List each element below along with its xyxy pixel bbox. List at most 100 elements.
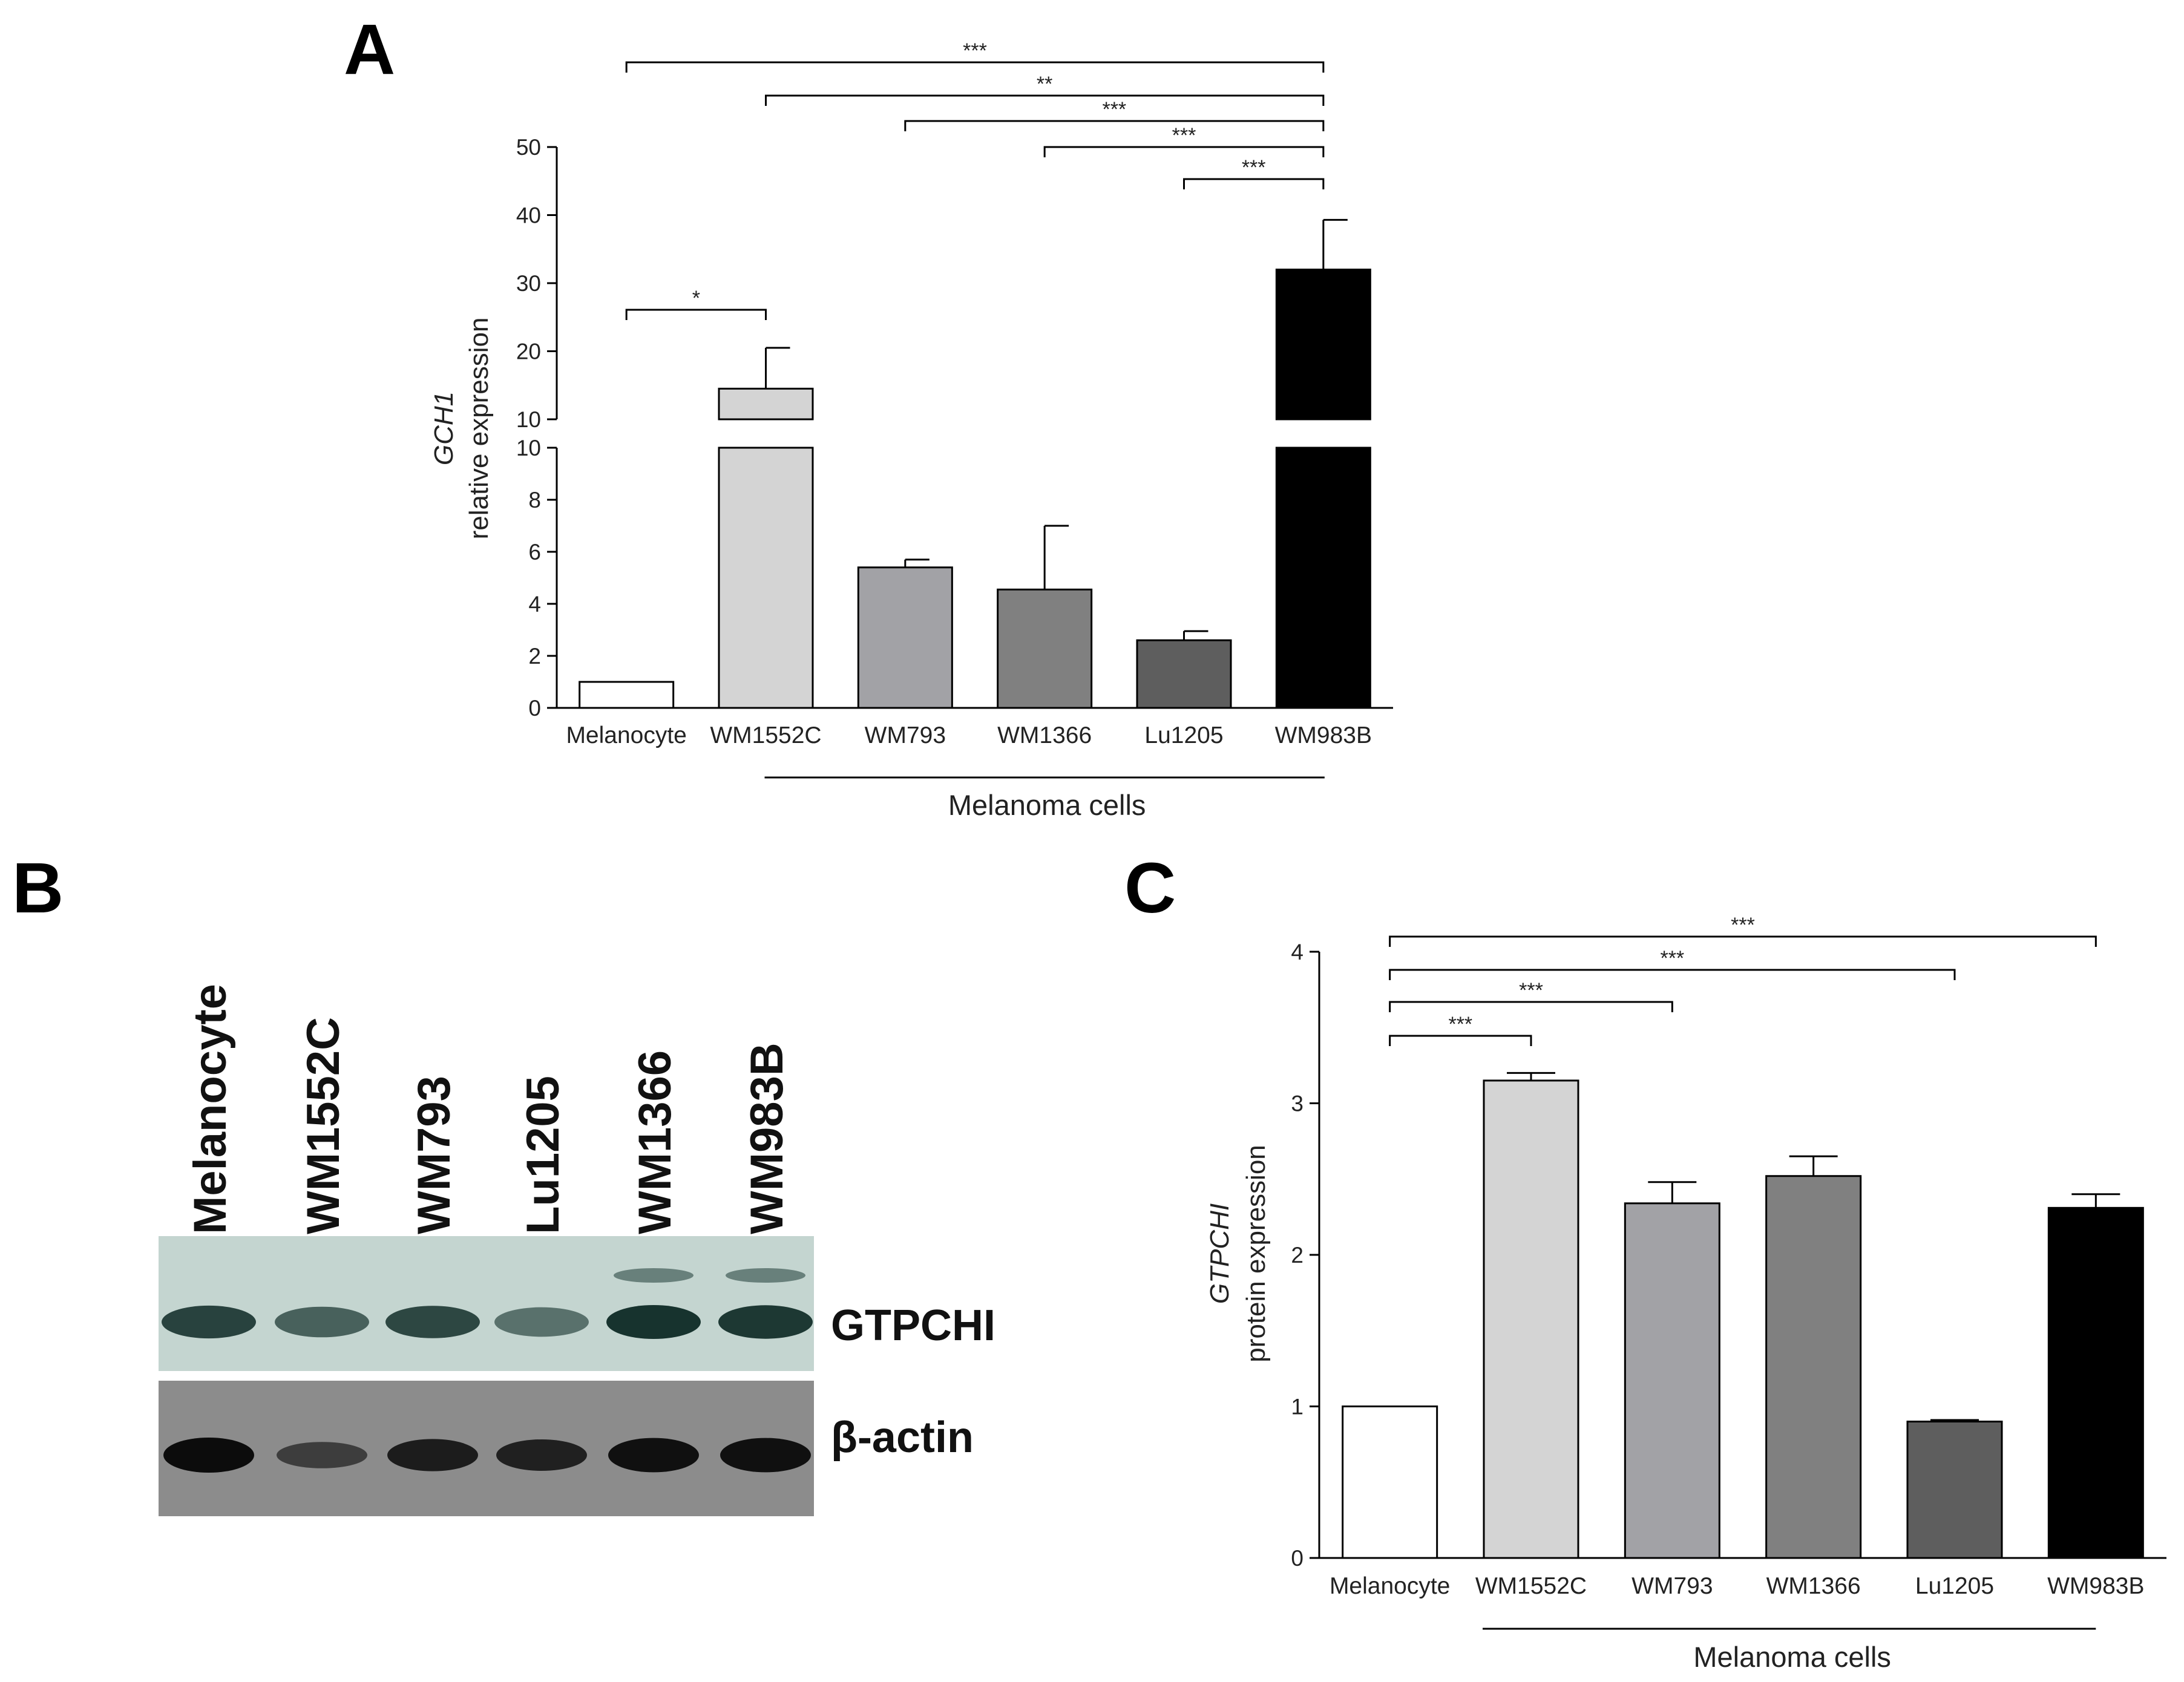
x-tick-label-wm983b: WM983B <box>2047 1573 2144 1599</box>
bar-wm1552c-upper <box>718 387 814 420</box>
significance-bracket <box>1389 1035 1532 1046</box>
significance-label: *** <box>1660 947 1684 970</box>
western-blot: Melanocyte WM1552C WM793 Lu1205 WM1366 WM983B… <box>159 984 995 1516</box>
x-tick-label-wm1366: WM1366 <box>997 722 1092 748</box>
axis-break-gap <box>1274 420 1372 447</box>
significance-bracket <box>1183 178 1325 189</box>
significance-bracket <box>625 309 767 320</box>
band-gtpchi-upper-wm1366 <box>614 1268 694 1283</box>
band-actin-melanocyte <box>163 1438 254 1473</box>
y-tick-label: 20 <box>516 339 541 364</box>
y-tick-label: 1 <box>1291 1395 1304 1419</box>
bar-wm1366 <box>1765 1175 1862 1559</box>
band-actin-wm793 <box>387 1439 478 1471</box>
x-tick-label-wm793: WM793 <box>1631 1573 1713 1599</box>
y-tick-label: 40 <box>516 203 541 228</box>
band-gtpchi-melanocyte <box>162 1305 256 1339</box>
lane-label-wm983b: WM983B <box>741 1042 793 1234</box>
band-actin-wm1552c <box>277 1442 367 1468</box>
band-gtpchi-wm1366 <box>606 1305 701 1339</box>
x-tick-label-wm1366: WM1366 <box>1766 1573 1861 1599</box>
x-tick-label-lu1205: Lu1205 <box>1915 1573 1994 1599</box>
lane-label-wm1366: WM1366 <box>629 1050 681 1234</box>
significance-label: *** <box>1519 979 1543 1002</box>
significance-label: *** <box>963 39 987 62</box>
significance-label: *** <box>1102 98 1126 121</box>
x-tick-label-lu1205: Lu1205 <box>1144 722 1223 748</box>
significance-bracket <box>1389 935 2097 947</box>
panel-letter-b: B <box>12 848 64 928</box>
significance-label: *** <box>1172 124 1196 147</box>
significance-label: *** <box>1731 914 1755 937</box>
blot-membrane-actin <box>159 1381 814 1516</box>
blot-membrane-gtpchi <box>159 1236 814 1371</box>
bar-wm983b-upper <box>1275 269 1371 420</box>
y-tick-label: 8 <box>528 488 541 512</box>
bar-wm1552c-lower <box>718 447 814 709</box>
y-axis-label-gene: GCH1 <box>429 391 459 465</box>
band-gtpchi-wm793 <box>385 1306 480 1338</box>
y-tick-label: 3 <box>1291 1091 1304 1116</box>
panel-letter-a: A <box>344 10 395 90</box>
bar-wm983b-lower <box>1275 447 1371 709</box>
y-axis-label-gene: GTPCHI <box>1205 1203 1235 1304</box>
band-actin-lu1205 <box>496 1439 587 1471</box>
band-actin-wm983b <box>720 1438 811 1473</box>
y-tick-label: 0 <box>1291 1546 1304 1571</box>
y-axis-label: protein expression <box>1241 1145 1271 1363</box>
bar-wm793 <box>857 566 953 709</box>
significance-bracket <box>904 120 1325 131</box>
significance-label: ** <box>1037 73 1052 96</box>
bar-wm793 <box>1624 1202 1720 1559</box>
bar-wm983b <box>2047 1206 2144 1559</box>
protein-label-actin: β-actin <box>831 1413 974 1462</box>
band-gtpchi-upper-wm983b <box>726 1268 805 1283</box>
bar-wm1552c <box>1483 1079 1579 1559</box>
y-tick-label: 10 <box>516 436 541 460</box>
band-gtpchi-wm983b <box>718 1305 813 1339</box>
significance-bracket <box>625 61 1325 73</box>
significance-bracket <box>1389 969 1956 980</box>
y-tick-label: 30 <box>516 271 541 296</box>
significance-label: *** <box>1448 1013 1472 1036</box>
x-tick-label-wm983b: WM983B <box>1275 722 1372 748</box>
band-gtpchi-wm1552c <box>275 1306 369 1338</box>
significance-bracket <box>1389 1001 1673 1012</box>
lane-label-wm793: WM793 <box>408 1076 460 1234</box>
chart-a-gch1-expression: 0 2 4 6 8 10 10 20 30 40 50 GCH1 relative expression… <box>429 39 1393 821</box>
bar-lu1205 <box>1906 1421 2003 1559</box>
group-label: Melanoma cells <box>1693 1641 1891 1673</box>
axis-break-gap <box>717 420 815 447</box>
significance-label: * <box>692 287 700 310</box>
bar-lu1205 <box>1136 639 1232 709</box>
y-axis-label: relative expression <box>464 318 494 540</box>
lane-label-lu1205: Lu1205 <box>517 1076 569 1234</box>
band-gtpchi-lu1205 <box>494 1307 589 1337</box>
bar-melanocyte <box>579 681 675 709</box>
band-actin-wm1366 <box>608 1438 699 1473</box>
x-tick-label-melanocyte: Melanocyte <box>566 722 686 748</box>
x-tick-label-wm1552c: WM1552C <box>710 722 821 748</box>
x-tick-label-wm793: WM793 <box>865 722 946 748</box>
group-label: Melanoma cells <box>948 789 1146 821</box>
x-tick-label-wm1552c: WM1552C <box>1475 1573 1587 1599</box>
y-tick-label: 2 <box>1291 1243 1304 1268</box>
y-tick-label: 0 <box>528 696 541 721</box>
significance-bracket <box>1043 146 1325 157</box>
protein-label-gtpchi: GTPCHI <box>831 1301 995 1350</box>
y-tick-label: 4 <box>1291 940 1304 964</box>
x-tick-label-melanocyte: Melanocyte <box>1330 1573 1450 1599</box>
bar-melanocyte <box>1342 1405 1438 1559</box>
lane-label-wm1552c: WM1552C <box>298 1017 349 1234</box>
y-tick-label: 50 <box>516 135 541 160</box>
chart-c-gtpchi-protein: 0 1 2 3 4 GTPCHI protein expression Melanocyte W… <box>1205 914 2166 1673</box>
bar-wm1366 <box>997 588 1093 709</box>
y-tick-label: 4 <box>528 592 541 617</box>
significance-label: *** <box>1242 156 1266 179</box>
y-tick-label: 10 <box>516 407 541 432</box>
y-tick-label: 6 <box>528 540 541 564</box>
y-tick-label: 2 <box>528 644 541 669</box>
lane-label-melanocyte: Melanocyte <box>185 984 236 1234</box>
significance-bracket <box>765 94 1325 106</box>
